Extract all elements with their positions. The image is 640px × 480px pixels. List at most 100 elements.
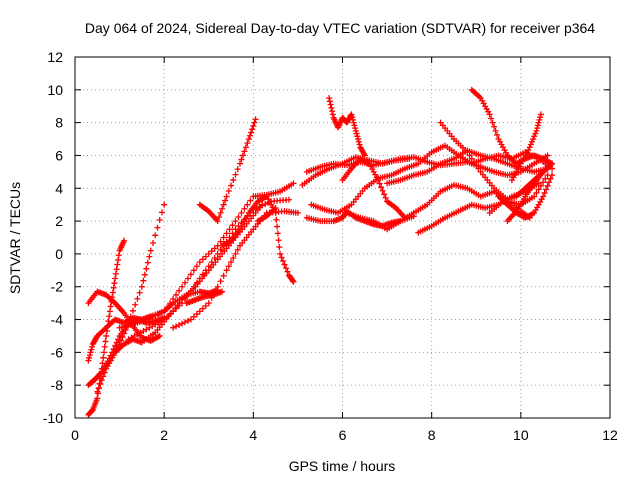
data-point <box>217 278 224 285</box>
y-axis-label: SDTVAR / TECUs <box>7 182 23 294</box>
data-point <box>275 237 282 244</box>
data-point <box>119 334 126 341</box>
data-point <box>214 283 221 290</box>
data-point <box>289 277 296 284</box>
data-point <box>247 197 254 204</box>
data-point <box>115 336 122 343</box>
data-point <box>239 152 246 159</box>
data-point <box>244 201 251 208</box>
data-point <box>376 180 383 187</box>
data-point <box>350 119 357 126</box>
x-tick-labels: 0 2 4 6 8 10 12 <box>71 427 618 443</box>
data-series <box>504 160 556 225</box>
x-axis-label: GPS time / hours <box>289 458 396 474</box>
data-point <box>134 295 141 302</box>
data-point <box>375 177 382 184</box>
data-point <box>543 186 550 193</box>
data-point <box>526 144 533 151</box>
data-point <box>158 209 165 216</box>
data-point <box>106 313 113 320</box>
data-series <box>343 172 551 233</box>
data-point <box>284 268 291 275</box>
x-tick-label: 8 <box>428 427 436 443</box>
x-tick-label: 0 <box>71 427 79 443</box>
data-point <box>544 182 551 189</box>
data-point <box>113 266 120 273</box>
data-point <box>494 131 501 138</box>
data-point <box>537 111 544 118</box>
data-point <box>214 218 221 225</box>
data-point <box>226 226 233 233</box>
data-point <box>294 209 301 216</box>
data-point <box>205 250 212 257</box>
data-point <box>352 127 359 134</box>
data-point <box>232 218 239 225</box>
data-point <box>173 291 180 298</box>
data-point <box>187 287 194 294</box>
data-point <box>100 349 107 356</box>
data-point <box>542 175 549 182</box>
y-tick-label: 10 <box>47 82 63 98</box>
data-point <box>464 149 471 156</box>
data-point <box>328 104 335 111</box>
data-point <box>154 224 161 231</box>
data-point <box>381 191 388 198</box>
x-tick-label: 12 <box>602 427 618 443</box>
data-point <box>179 320 185 327</box>
data-point <box>235 213 242 220</box>
data-point <box>225 188 232 195</box>
data-series <box>183 288 226 307</box>
data-point <box>196 275 203 282</box>
data-point <box>245 136 252 143</box>
data-point <box>211 245 218 252</box>
data-point <box>109 289 116 296</box>
data-point <box>327 101 334 108</box>
data-point <box>114 261 121 268</box>
data-point <box>187 316 194 323</box>
data-series <box>339 155 408 221</box>
data-point <box>238 156 245 163</box>
data-point <box>290 180 297 187</box>
data-point <box>217 209 224 216</box>
data-point <box>219 205 226 212</box>
data-point <box>181 296 188 303</box>
data-point <box>353 130 360 137</box>
data-point <box>115 252 122 259</box>
data-point <box>176 287 183 294</box>
y-tick-label: 6 <box>55 147 63 163</box>
data-point <box>190 313 197 320</box>
data-point <box>146 253 153 260</box>
y-tick-label: -4 <box>51 312 64 328</box>
data-point <box>535 186 542 193</box>
y-tick-label: -6 <box>51 344 64 360</box>
data-point <box>202 267 209 274</box>
data-point <box>136 289 143 296</box>
data-point <box>229 222 236 229</box>
data-point <box>217 246 224 253</box>
data-point <box>208 259 215 266</box>
data-point <box>549 172 556 179</box>
data-point <box>355 138 362 145</box>
data-point <box>238 209 245 216</box>
data-point <box>193 263 200 270</box>
data-point <box>468 155 475 162</box>
data-point <box>228 182 235 189</box>
data-point <box>222 197 229 204</box>
data-point <box>286 196 292 203</box>
data-point <box>244 140 251 147</box>
data-point <box>549 160 556 167</box>
data-point <box>546 179 553 186</box>
data-point <box>489 119 496 126</box>
data-series <box>508 111 544 184</box>
data-point <box>274 223 281 230</box>
data-point <box>101 369 108 376</box>
data-point <box>190 267 197 274</box>
data-point <box>199 305 206 312</box>
data-series <box>326 95 368 159</box>
data-point <box>535 119 542 126</box>
data-point <box>205 300 212 307</box>
data-point <box>112 342 119 349</box>
data-point <box>488 115 495 122</box>
data-point <box>112 275 119 282</box>
data-point <box>232 250 239 257</box>
